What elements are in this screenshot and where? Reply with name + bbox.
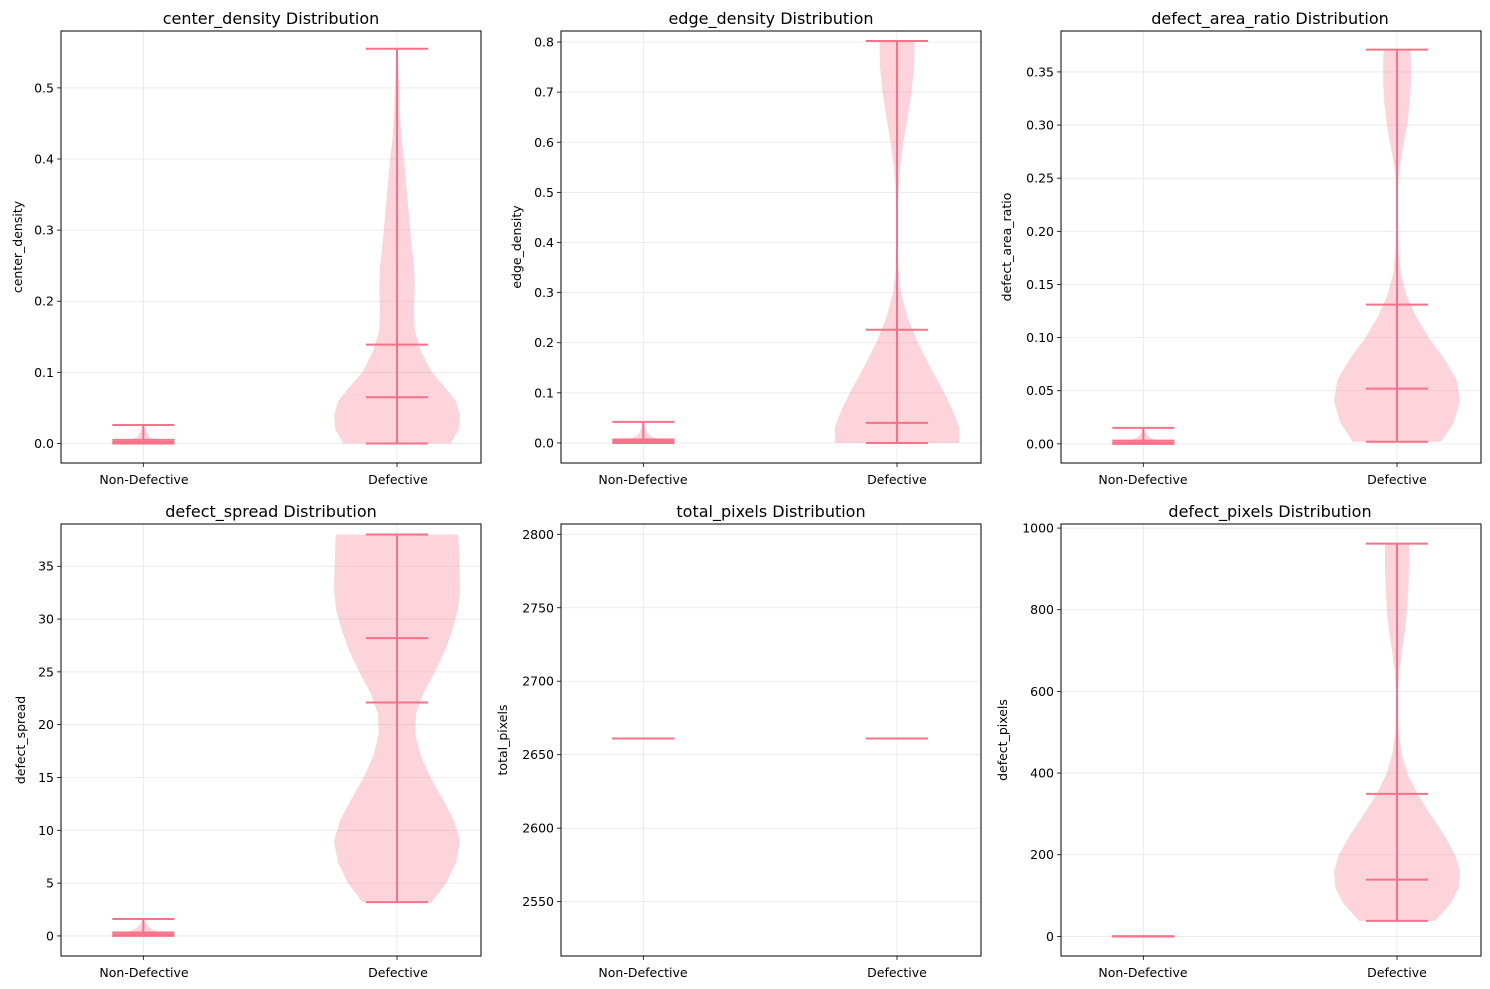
- y-axis-label: total_pixels: [495, 705, 510, 776]
- y-tick-label: 2650: [522, 747, 554, 762]
- y-tick-label: 0.35: [1026, 64, 1054, 79]
- y-tick-label: 0.3: [534, 285, 554, 300]
- y-tick-label: 0: [1046, 929, 1054, 944]
- y-tick-label: 15: [38, 770, 54, 785]
- y-tick-label: 0.5: [534, 185, 554, 200]
- x-tick-label: Non-Defective: [1098, 472, 1187, 487]
- subplot-title: defect_spread Distribution: [165, 502, 377, 522]
- y-tick-label: 30: [38, 612, 54, 627]
- y-tick-label: 0.10: [1026, 330, 1054, 345]
- x-tick-label: Non-Defective: [1098, 965, 1187, 980]
- subplot-defect-spread: 0 5 10 15 20 25 30 35 defect_spread Distributio…: [13, 502, 482, 980]
- y-tick-label: 0.8: [534, 35, 554, 50]
- y-tick-label: 0: [46, 928, 54, 943]
- y-axis-label: defect_area_ratio: [999, 193, 1014, 302]
- x-tick-label: Defective: [867, 965, 927, 980]
- y-tick-label: 0.2: [534, 335, 554, 350]
- y-tick-label: 400: [1030, 766, 1054, 781]
- y-tick-label: 2800: [522, 527, 554, 542]
- y-tick-label: 2700: [522, 674, 554, 689]
- subplot-title: defect_pixels Distribution: [1168, 502, 1371, 522]
- x-tick-label: Defective: [867, 472, 927, 487]
- subplot-defect-area-ratio: 0.00 0.05 0.10 0.15 0.20 0.25 0.30 0.35 defect_…: [999, 9, 1482, 487]
- x-tick-label: Defective: [368, 472, 428, 487]
- y-axis-label: center_density: [10, 200, 25, 293]
- subplot-title: total_pixels Distribution: [676, 502, 865, 522]
- x-tick-label: Defective: [1367, 965, 1427, 980]
- y-tick-label: 0.6: [534, 135, 554, 150]
- y-tick-label: 2550: [522, 894, 554, 909]
- y-tick-label: 0.1: [34, 365, 54, 380]
- x-tick-label: Defective: [368, 965, 428, 980]
- y-tick-label: 20: [38, 717, 54, 732]
- y-tick-label: 0.00: [1026, 436, 1054, 451]
- subplot-title: center_density Distribution: [163, 9, 380, 29]
- plot-frame: [1060, 30, 1482, 464]
- y-tick-label: 0.4: [534, 235, 554, 250]
- y-axis-label: defect_pixels: [995, 699, 1010, 781]
- y-axis-label: defect_spread: [13, 696, 28, 784]
- y-tick-label: 0.05: [1026, 383, 1054, 398]
- y-tick-label: 0.20: [1026, 224, 1054, 239]
- y-tick-label: 0.1: [534, 385, 554, 400]
- plot-frame: [560, 30, 982, 464]
- plot-frame: [560, 523, 982, 957]
- y-tick-label: 0.4: [34, 152, 54, 167]
- subplot-total-pixels: 2550 2600 2650 2700 2750 2800 total_pixels Di…: [495, 502, 982, 980]
- y-tick-label: 0.30: [1026, 118, 1054, 133]
- plot-frame: [60, 523, 482, 957]
- y-tick-label: 0.2: [34, 294, 54, 309]
- subplot-title: edge_density Distribution: [668, 9, 873, 29]
- y-tick-label: 0.0: [534, 435, 554, 450]
- y-tick-label: 10: [38, 823, 54, 838]
- y-tick-label: 5: [46, 876, 54, 891]
- y-tick-label: 0.3: [34, 223, 54, 238]
- y-tick-label: 0.0: [34, 436, 54, 451]
- y-tick-label: 0.25: [1026, 171, 1054, 186]
- x-tick-label: Non-Defective: [99, 965, 188, 980]
- subplot-title: defect_area_ratio Distribution: [1151, 9, 1389, 29]
- y-tick-label: 800: [1030, 602, 1054, 617]
- subplot-edge-density: 0.0 0.1 0.2 0.3 0.4 0.5 0.6 0.7 0.8 edge_density…: [509, 9, 982, 487]
- y-tick-label: 2750: [522, 600, 554, 615]
- y-tick-label: 0.7: [534, 85, 554, 100]
- x-tick-label: Defective: [1367, 472, 1427, 487]
- y-tick-label: 600: [1030, 684, 1054, 699]
- subplot-defect-pixels: 0 200 400 600 800 1000 defect_pixels Distribu…: [995, 502, 1482, 980]
- subplot-center-density: 0.0 0.1 0.2 0.3 0.4 0.5 center_density Distri…: [10, 9, 482, 487]
- x-tick-label: Non-Defective: [598, 965, 687, 980]
- y-tick-label: 0.5: [34, 80, 54, 95]
- plot-frame: [1060, 523, 1482, 957]
- y-tick-label: 0.15: [1026, 277, 1054, 292]
- x-tick-label: Non-Defective: [598, 472, 687, 487]
- y-tick-label: 25: [38, 664, 54, 679]
- y-axis-label: edge_density: [509, 205, 524, 289]
- y-tick-label: 2600: [522, 821, 554, 836]
- y-tick-label: 35: [38, 559, 54, 574]
- y-tick-label: 200: [1030, 847, 1054, 862]
- y-tick-label: 1000: [1022, 521, 1054, 536]
- x-tick-label: Non-Defective: [99, 472, 188, 487]
- plot-frame: [60, 30, 482, 464]
